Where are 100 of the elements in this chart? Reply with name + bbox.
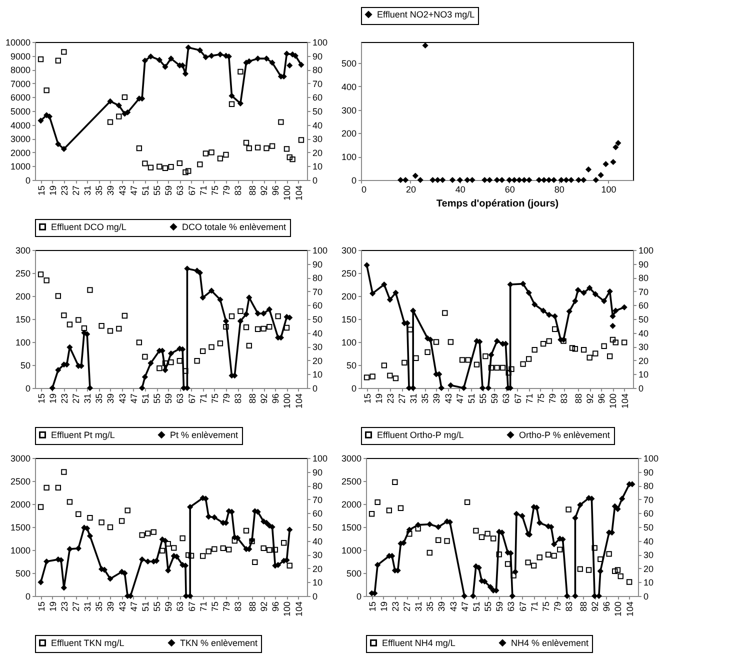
x-tick-label: 51 — [140, 602, 150, 612]
y-tick-label: 300 — [341, 246, 356, 256]
x-tick-label: 79 — [221, 602, 232, 612]
y2-tick-label: 90 — [312, 467, 323, 478]
y-tick-label: 100 — [341, 152, 356, 162]
x-tick-label: 96 — [602, 602, 612, 612]
y2-tick-label: 80 — [644, 481, 654, 492]
x-tick-label: 39 — [106, 602, 116, 612]
x-tick-label: 75 — [540, 602, 551, 612]
x-tick-label: 92 — [590, 602, 600, 612]
x-tick-label: 35 — [425, 602, 436, 612]
x-tick-label: 80 — [554, 184, 564, 194]
x-tick-label: 51 — [140, 186, 150, 196]
y2-tick-label: 10 — [644, 578, 654, 588]
y2-tick-label: 50 — [312, 522, 323, 532]
x-tick-label: 35 — [94, 186, 104, 196]
x-tick-label: 23 — [59, 602, 70, 612]
y2-tick-label: 30 — [644, 550, 654, 560]
y-tick-label: 0 — [25, 176, 30, 186]
legend-label: Effluent Ortho-P mg/L — [377, 430, 464, 440]
x-tick-label: 27 — [397, 394, 408, 404]
y2-tick-label: 40 — [644, 536, 654, 546]
y2-tick-label: 0 — [644, 592, 649, 602]
y2-tick-label: 40 — [312, 328, 323, 338]
x-tick-label: 71 — [529, 602, 540, 612]
x-tick-label: 23 — [390, 602, 400, 612]
x-tick-label: 35 — [420, 394, 430, 404]
x-tick-label: 96 — [270, 394, 281, 404]
y-tick-label: 0 — [25, 592, 30, 602]
x-tick-label: 100 — [613, 602, 624, 617]
x-tick-label: 43 — [117, 602, 128, 612]
x-tick-label: 51 — [140, 394, 150, 404]
x-tick-label: 96 — [270, 186, 281, 196]
x-tick-label: 79 — [221, 394, 232, 404]
y-tick-label: 300 — [341, 105, 356, 116]
x-tick-label: 83 — [233, 394, 244, 404]
x-tick-label: 27 — [71, 394, 82, 404]
legend-label: Effluent NO2+NO3 mg/L — [377, 10, 475, 20]
x-tick-label: 88 — [248, 602, 258, 612]
x-tick-label: 59 — [490, 394, 500, 404]
x-tick-label: 19 — [378, 602, 389, 612]
y-tick-label: 1000 — [10, 546, 30, 556]
y-tick-label: 500 — [346, 568, 362, 578]
x-tick-label: 55 — [152, 186, 162, 196]
x-tick-label: 27 — [71, 186, 82, 196]
y2-tick-label: 20 — [638, 356, 649, 366]
x-tick-label: 92 — [259, 394, 270, 404]
y2-tick-label: 30 — [312, 550, 323, 560]
y-tick-label: 1500 — [341, 522, 362, 532]
x-tick-label: 27 — [402, 602, 412, 612]
x-tick-label: 59 — [164, 186, 174, 196]
x-tick-label: 88 — [248, 394, 258, 404]
x-tick-label: 39 — [436, 602, 447, 612]
y-tick-label: 0 — [351, 176, 356, 186]
x-tick-label: 55 — [478, 394, 488, 404]
x-tick-label: 79 — [547, 394, 558, 404]
y-tick-label: 5000 — [10, 106, 30, 116]
y2-tick-label: 20 — [312, 356, 323, 366]
x-tick-label: 71 — [198, 186, 208, 196]
x-tick-label: 67 — [186, 186, 197, 196]
y2-tick-label: 60 — [644, 508, 654, 519]
x-tick-label: 104 — [620, 394, 630, 409]
x-tick-label: 43 — [117, 186, 128, 196]
y2-tick-label: 100 — [312, 38, 328, 48]
x-tick-label: 47 — [128, 394, 139, 404]
x-axis-title: Temps d'opération (jours) — [436, 198, 559, 210]
y2-tick-label: 70 — [312, 78, 323, 89]
x-tick-label: 15 — [36, 602, 46, 612]
y2-tick-label: 100 — [638, 246, 654, 256]
x-tick-label: 88 — [574, 394, 584, 404]
y-tick-label: 2500 — [10, 476, 30, 486]
y-tick-label: 1000 — [10, 162, 30, 172]
y2-tick-label: 10 — [312, 578, 323, 588]
x-tick-label: 59 — [494, 602, 505, 612]
x-tick-label: 19 — [374, 394, 384, 404]
x-tick-label: 63 — [175, 394, 186, 404]
y-tick-label: 500 — [341, 58, 356, 69]
x-tick-label: 83 — [564, 602, 574, 612]
y2-tick-label: 20 — [644, 564, 654, 574]
legend-label: TKN % enlèvement — [180, 638, 258, 648]
x-tick-label: 79 — [221, 186, 232, 196]
x-tick-label: 19 — [48, 186, 58, 196]
legend-label: NH4 % enlèvement — [511, 638, 590, 648]
x-tick-label: 19 — [48, 394, 58, 404]
y2-tick-label: 50 — [312, 314, 323, 324]
y-tick-label: 8000 — [10, 65, 30, 76]
x-tick-label: 75 — [536, 394, 546, 404]
legend-label: Effluent NH4 mg/L — [382, 638, 456, 648]
x-tick-label: 67 — [186, 394, 197, 404]
x-tick-label: 27 — [71, 602, 82, 612]
x-tick-label: 15 — [367, 602, 378, 612]
y2-tick-label: 70 — [644, 494, 654, 505]
y-tick-label: 250 — [15, 268, 30, 278]
x-tick-label: 55 — [152, 394, 162, 404]
x-tick-label: 100 — [601, 184, 616, 194]
legend-label: Pt % enlèvement — [170, 430, 239, 440]
y-tick-label: 200 — [341, 128, 356, 139]
x-tick-label: 63 — [501, 394, 512, 404]
y-tick-label: 10000 — [5, 38, 30, 48]
y2-tick-label: 60 — [312, 300, 323, 311]
